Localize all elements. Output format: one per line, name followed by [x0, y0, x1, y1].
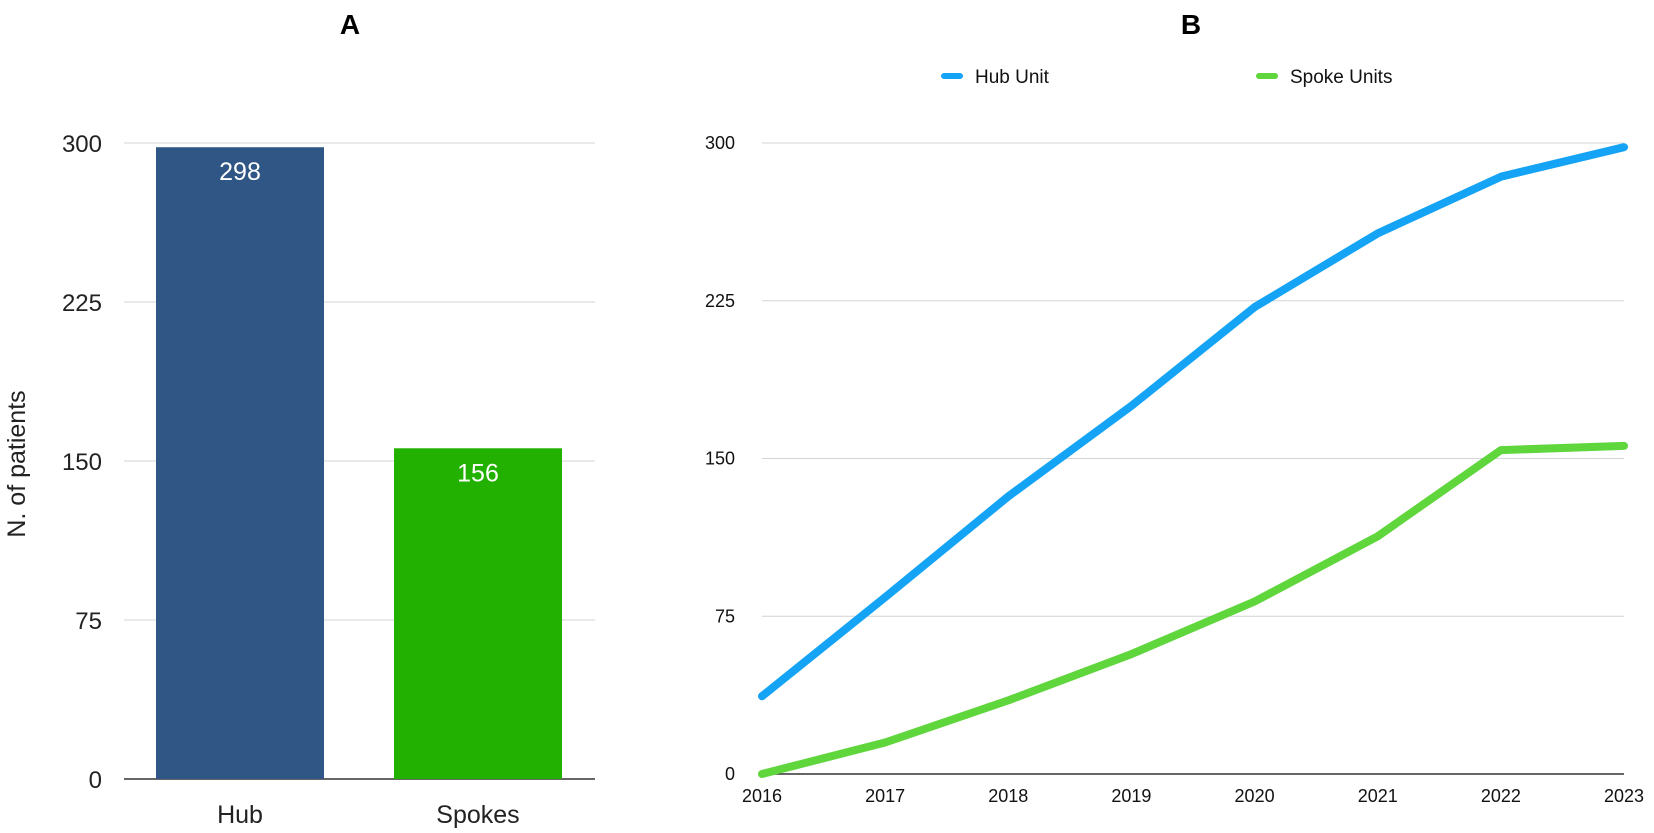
panel-a-categories: Hub Spokes — [217, 801, 520, 829]
category-label-hub: Hub — [217, 801, 263, 829]
panel-b-x-tick-label: 2023 — [1604, 786, 1644, 806]
legend-label-hub-unit: Hub Unit — [975, 67, 1050, 88]
legend-label-spoke-units: Spoke Units — [1290, 67, 1392, 88]
panel-a-y-axis-label: N. of patients — [3, 390, 31, 537]
panel-a-y-tick-label: 75 — [75, 608, 102, 635]
panel-b-x-tick-label: 2017 — [865, 786, 905, 806]
panel-b-y-tick-label: 75 — [715, 606, 735, 626]
series-line-spoke-units — [758, 441, 1628, 778]
panel-b-title: B — [1181, 9, 1201, 40]
panel-b-y-tick-label: 150 — [705, 449, 735, 469]
category-label-spokes: Spokes — [436, 801, 519, 829]
panel-b-y-tick-label: 300 — [705, 133, 735, 153]
bar-spokes — [394, 448, 562, 779]
panel-b-y-tick-label: 0 — [725, 764, 735, 784]
panel-b-x-tick-label: 2019 — [1111, 786, 1151, 806]
panel-b-legend: Hub Unit Spoke Units — [941, 67, 1392, 88]
panel-a-y-tick-label: 150 — [62, 449, 102, 476]
panel-b-x-tick-label: 2021 — [1358, 786, 1398, 806]
panel-b-x-ticks: 2016 2017 2018 2019 2020 2021 2022 2023 — [742, 786, 1644, 806]
panel-a-y-tick-label: 300 — [62, 131, 102, 158]
panel-b-x-tick-label: 2022 — [1481, 786, 1521, 806]
panel-b-x-tick-label: 2016 — [742, 786, 782, 806]
bar-data-label-spokes: 156 — [457, 459, 499, 487]
panel-b-x-tick-label: 2018 — [988, 786, 1028, 806]
bar-data-label-hub: 298 — [219, 158, 261, 186]
panel-a-y-ticks: 0 75 150 225 300 — [62, 131, 102, 794]
panel-a-y-tick-label: 225 — [62, 290, 102, 317]
panel-b-series-lines — [758, 143, 1628, 778]
panel-b-y-tick-label: 225 — [705, 291, 735, 311]
panel-a-y-tick-label: 0 — [89, 767, 102, 794]
panel-b-y-ticks: 0 75 150 225 300 — [705, 133, 735, 784]
panel-a-bar-chart: A 0 75 150 225 300 298 156 Hub Spokes N. of pa… — [3, 9, 595, 829]
panel-b-gridlines — [762, 142, 1624, 775]
bar-hub — [156, 147, 324, 780]
panel-a-bars: 298 156 — [156, 147, 562, 780]
series-line-hub-unit — [758, 143, 1628, 701]
panel-b-x-tick-label: 2020 — [1235, 786, 1275, 806]
panel-a-title: A — [340, 9, 360, 40]
